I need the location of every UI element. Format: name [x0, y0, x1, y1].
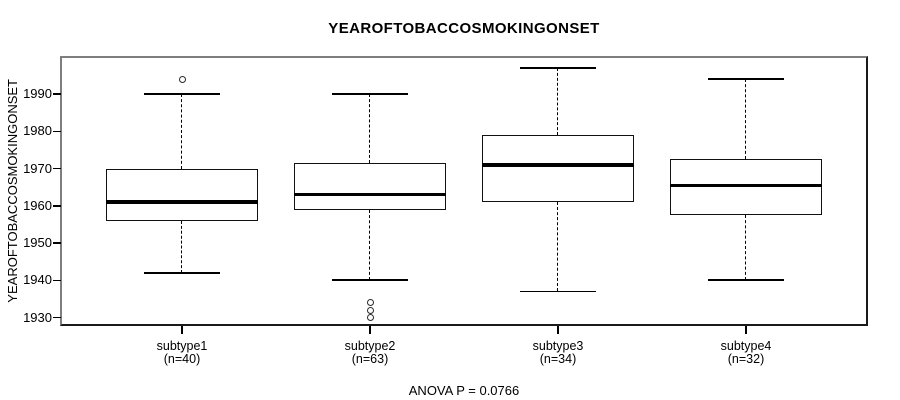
x-axis-tick — [369, 326, 371, 334]
median-line — [106, 200, 258, 204]
iqr-box — [670, 159, 822, 216]
y-tick-label: 1960 — [23, 197, 52, 213]
whisker-lower-line — [745, 215, 747, 281]
y-axis-label-text: YEAROFTOBACCOSMOKINGONSET — [4, 79, 20, 303]
y-axis-tick — [53, 279, 61, 282]
iqr-box — [482, 135, 634, 203]
whisker-cap-lower — [332, 279, 408, 282]
whisker-cap-upper — [520, 67, 596, 70]
x-category-label: subtype3 (n=34) — [464, 340, 652, 366]
x-category-name: subtype1 — [156, 339, 208, 353]
whisker-upper-line — [745, 79, 747, 160]
x-category-name: subtype2 — [344, 339, 396, 353]
y-tick-label: 1950 — [23, 235, 52, 251]
whisker-lower-line — [369, 209, 371, 281]
x-category-count: (n=40) — [163, 352, 201, 366]
y-tick-label: 1980 — [23, 123, 52, 139]
whisker-cap-lower — [708, 279, 784, 282]
anova-annotation: ANOVA P = 0.0766 — [408, 383, 520, 398]
x-category-count: (n=34) — [539, 352, 577, 366]
outlier-point — [366, 314, 374, 322]
median-line — [482, 163, 634, 167]
y-tick-label: 1940 — [23, 272, 52, 288]
whisker-upper-line — [557, 68, 559, 136]
whisker-cap-lower — [144, 271, 220, 274]
whisker-cap-upper — [144, 93, 220, 96]
y-tick-label: 1930 — [23, 309, 52, 325]
chart-title: YEAROFTOBACCOSMOKINGONSET — [328, 20, 600, 37]
iqr-box — [294, 163, 446, 210]
whisker-upper-line — [369, 94, 371, 164]
y-axis-tick — [53, 93, 61, 96]
y-axis-tick — [53, 242, 61, 244]
y-axis-tick — [53, 167, 61, 170]
median-line — [294, 192, 446, 197]
whisker-cap-upper — [332, 93, 408, 96]
outlier-point — [178, 75, 186, 83]
x-category-label: subtype1 (n=40) — [88, 340, 276, 366]
y-axis-tick — [53, 205, 61, 207]
x-axis-tick — [557, 326, 559, 334]
y-axis-tick — [53, 130, 61, 133]
x-axis-tick — [745, 326, 747, 334]
whisker-lower-line — [557, 202, 559, 292]
whisker-cap-upper — [708, 78, 784, 81]
outlier-point — [366, 306, 374, 314]
x-category-name: subtype3 — [532, 339, 584, 353]
whisker-upper-line — [181, 94, 183, 169]
iqr-box — [106, 168, 258, 221]
y-tick-label: 1970 — [23, 160, 52, 176]
whisker-cap-lower — [520, 290, 596, 293]
x-category-label: subtype4 (n=32) — [652, 340, 840, 366]
x-category-count: (n=63) — [351, 352, 389, 366]
x-category-count: (n=32) — [727, 352, 765, 366]
whisker-lower-line — [181, 220, 183, 273]
y-tick-label: 1990 — [23, 86, 52, 102]
x-axis-tick — [181, 326, 183, 334]
x-category-name: subtype4 — [720, 339, 772, 353]
y-axis-tick — [53, 316, 61, 319]
outlier-point — [366, 299, 374, 307]
median-line — [670, 183, 822, 188]
x-category-label: subtype2 (n=63) — [276, 340, 464, 366]
